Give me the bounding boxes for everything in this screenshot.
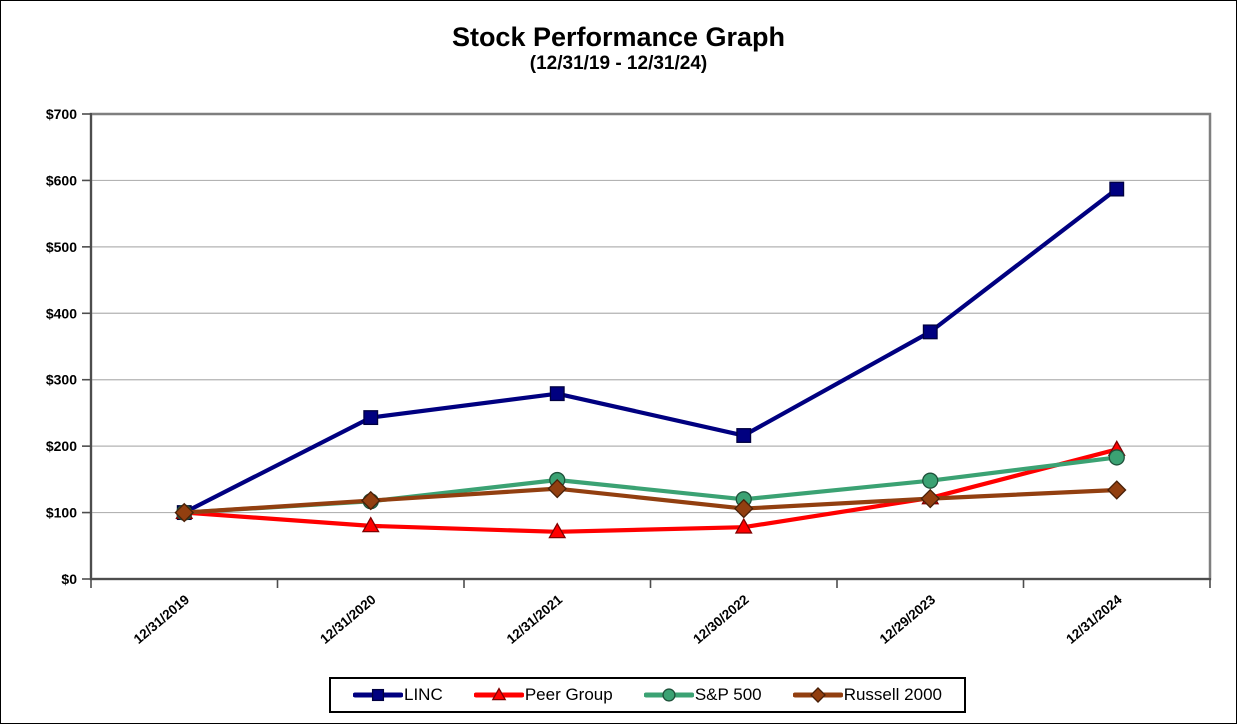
- data-point-marker: [922, 472, 939, 489]
- legend-marker-sample: [371, 688, 385, 702]
- data-point-marker: [363, 410, 379, 426]
- legend-label-sp500: S&P 500: [694, 685, 762, 704]
- y-axis-label: $200: [46, 438, 77, 454]
- y-axis-label: $300: [46, 372, 77, 388]
- legend-marker-sample: [809, 687, 826, 703]
- peer-group-legend-marker: [473, 687, 524, 701]
- data-point-marker: [734, 517, 753, 534]
- data-point-marker: [733, 498, 754, 519]
- data-point-marker: [361, 516, 380, 533]
- y-axis-label: $600: [46, 172, 77, 188]
- data-point-marker: [1108, 449, 1125, 466]
- legend-marker-sample: [491, 687, 507, 701]
- series-linc: [176, 181, 1125, 521]
- series-line: [182, 186, 1119, 515]
- y-axis-label: $500: [46, 239, 77, 255]
- data-point-marker: [1109, 181, 1125, 197]
- legend-item-linc: LINC: [353, 685, 443, 705]
- chart-legend: LINC Peer Group S&P 500 Russell 2000: [329, 677, 966, 713]
- x-axis-label: 12/31/2020: [317, 592, 378, 647]
- chart-title: Stock Performance Graph: [451, 22, 786, 52]
- legend-label-linc: LINC: [404, 685, 443, 704]
- x-axis-label: 12/31/2019: [131, 592, 192, 647]
- series-line: [182, 486, 1119, 515]
- series-russell-2000: [174, 478, 1127, 523]
- data-point-marker: [547, 478, 568, 499]
- legend-item-sp500: S&P 500: [643, 685, 762, 705]
- data-point-marker: [920, 488, 941, 509]
- y-axis-label: $100: [46, 505, 77, 521]
- legend-label-russell2000: Russell 2000: [843, 685, 942, 704]
- series-line: [182, 447, 1119, 534]
- chart-subtitle: (12/31/19 - 12/31/24): [529, 52, 708, 74]
- y-axis-label: $700: [46, 106, 77, 122]
- data-point-marker: [922, 324, 938, 340]
- russell2000-legend-marker: [792, 687, 843, 703]
- x-axis-label: 12/29/2023: [877, 591, 939, 646]
- linc-legend-marker: [353, 688, 403, 702]
- data-point-marker: [549, 386, 565, 402]
- data-point-marker: [360, 490, 381, 511]
- legend-item-russell2000: Russell 2000: [792, 685, 942, 705]
- data-point-marker: [1106, 480, 1127, 500]
- legend-marker-sample: [662, 688, 676, 702]
- x-axis-label: 12/31/2021: [504, 591, 566, 646]
- legend-item-peer-group: Peer Group: [473, 685, 613, 705]
- x-axis-label: 12/30/2022: [690, 592, 751, 647]
- data-point-marker: [736, 428, 752, 443]
- legend-label-peer-group: Peer Group: [524, 685, 613, 704]
- data-point-marker: [548, 522, 567, 539]
- x-axis-label: 12/31/2024: [1063, 591, 1125, 646]
- y-axis-label: $0: [61, 571, 77, 587]
- title-block: Stock Performance Graph (12/31/19 - 12/3…: [1, 22, 1236, 75]
- sp500-legend-marker: [643, 688, 694, 702]
- y-axis-label: $400: [46, 305, 77, 321]
- data-point-marker: [174, 502, 195, 523]
